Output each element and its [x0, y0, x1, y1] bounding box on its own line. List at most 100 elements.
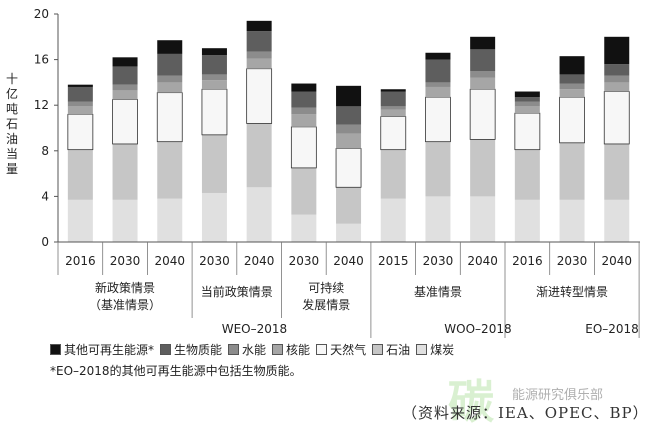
- bar-segment: [469, 88, 496, 140]
- bar-segment: [514, 97, 540, 102]
- group-label: 新政策情景: [95, 280, 155, 295]
- outlook-label: WEO–2018: [222, 322, 287, 336]
- bar-segment: [559, 56, 585, 75]
- legend-swatch: [272, 344, 284, 355]
- bar-segment: [425, 82, 451, 87]
- x-tick-label-year: 2015: [378, 254, 409, 268]
- y-axis-label: 十亿吨石油当量: [5, 72, 18, 176]
- bar-segment: [336, 187, 362, 224]
- bar-segment: [425, 141, 451, 197]
- footnote: *EO–2018的其他可再生能源中包括生物质能。: [50, 364, 302, 378]
- legend-item: 天然气: [316, 341, 366, 358]
- bar-segment: [246, 123, 272, 188]
- bar-segment: [246, 58, 272, 69]
- bar-segment: [603, 91, 630, 145]
- bar-segment: [336, 223, 362, 242]
- bar-segment: [157, 53, 183, 76]
- legend-label: 石油: [386, 343, 411, 357]
- outlook-label: WOO–2018: [444, 322, 511, 336]
- bar-segment: [246, 31, 272, 52]
- group-label: 可持续: [308, 280, 344, 295]
- bar-segment: [335, 148, 362, 188]
- y-tick-label: 12: [34, 98, 49, 112]
- bar-segment: [604, 82, 630, 92]
- y-tick-label: 20: [34, 7, 49, 21]
- bar-segment: [470, 139, 496, 197]
- bar-segment: [112, 99, 138, 145]
- bar-segment: [246, 51, 272, 59]
- bar-segment: [112, 66, 138, 85]
- x-tick-label-year: 2030: [110, 254, 141, 268]
- x-tick-label-year: 2040: [601, 254, 632, 268]
- bar-segment: [336, 85, 362, 107]
- group-label: 基准情景: [414, 285, 462, 299]
- bar-segment: [67, 101, 93, 107]
- bar-segment: [514, 91, 540, 98]
- bar-segment: [67, 199, 93, 242]
- bar-segment: [425, 52, 451, 60]
- legend-item: 石油: [372, 341, 410, 358]
- bar-segment: [380, 116, 407, 151]
- bar-segment: [67, 113, 94, 151]
- bar-segment: [201, 80, 227, 90]
- legend-label: 水能: [242, 343, 267, 357]
- x-tick-label-year: 2016: [512, 254, 543, 268]
- legend-label: 其他可再生能源*: [64, 343, 155, 357]
- legend-label: 天然气: [330, 343, 367, 357]
- legend: 其他可再生能源* 生物质能 水能 核能 天然气 石油 煤炭: [50, 341, 460, 358]
- legend-swatch: [416, 344, 428, 355]
- bar-segment: [291, 107, 317, 115]
- bar-segment: [425, 96, 451, 143]
- bar-segment: [112, 84, 138, 91]
- bar-segment: [201, 134, 227, 193]
- bar-segment: [157, 75, 183, 83]
- bar-segment: [380, 198, 406, 242]
- bar-segment: [425, 86, 451, 98]
- group-label: 当前政策情景: [201, 284, 273, 299]
- legend-swatch: [228, 344, 240, 355]
- x-tick-label-year: 2030: [199, 254, 230, 268]
- bar-segment: [67, 106, 93, 115]
- bar-segment: [559, 74, 585, 84]
- x-tick-label-year: 2030: [557, 254, 588, 268]
- x-tick-label-year: 2016: [65, 254, 96, 268]
- bar-segment: [201, 55, 227, 75]
- bar-segment: [67, 149, 93, 200]
- legend-label: 生物质能: [174, 343, 223, 357]
- bar-segment: [514, 149, 540, 200]
- bar-segment: [514, 101, 540, 107]
- bar-segment: [157, 198, 183, 242]
- x-tick-label-year: 2040: [154, 254, 185, 268]
- legend-label: 核能: [286, 343, 311, 357]
- bar-segment: [470, 71, 496, 78]
- bar-segment: [201, 74, 227, 81]
- bar-segment: [291, 214, 317, 242]
- bar-segment: [380, 109, 406, 117]
- bar-segment: [157, 141, 183, 199]
- x-tick-label-year: 2030: [423, 254, 454, 268]
- bar-segment: [291, 91, 317, 108]
- group-label: （基准情景）: [89, 298, 161, 312]
- bar-segment: [112, 143, 138, 200]
- x-tick-label-year: 2040: [333, 254, 364, 268]
- bar-segment: [425, 196, 451, 242]
- stacked-bar-chart: 0 4 8 12 16 20 2016 2030 2040 2030 2040 2030 2040 201…: [34, 7, 640, 338]
- y-tick-label: 0: [41, 235, 49, 249]
- bar-segment: [336, 124, 362, 134]
- outlook-label: EO–2018: [585, 322, 639, 336]
- bar-segment: [470, 77, 496, 90]
- bar-segment: [67, 84, 93, 87]
- bar-segment: [156, 92, 183, 143]
- bar-segment: [559, 83, 585, 90]
- bar-segment: [246, 187, 272, 242]
- bar-segment: [380, 149, 406, 199]
- bar-segment: [157, 82, 183, 93]
- bar-segment: [514, 112, 541, 151]
- legend-item: 水能: [228, 341, 266, 358]
- bar-segment: [559, 96, 585, 144]
- legend-swatch: [316, 344, 328, 355]
- bar-segment: [201, 192, 227, 242]
- x-tick-label-year: 2040: [467, 254, 498, 268]
- x-tick-label-year: 2040: [244, 254, 275, 268]
- bar-segment: [336, 133, 362, 149]
